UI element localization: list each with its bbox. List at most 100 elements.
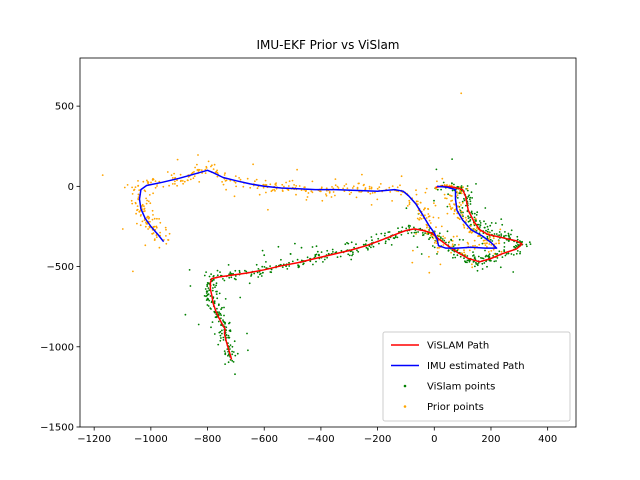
x-tick-label: −1200: [77, 434, 111, 445]
scatter-point: [498, 240, 500, 242]
scatter-point: [444, 237, 446, 239]
scatter-point: [389, 191, 392, 193]
scatter-point: [498, 234, 500, 237]
scatter-point: [516, 235, 519, 238]
scatter-point: [233, 195, 236, 198]
scatter-point: [475, 183, 477, 185]
scatter-point: [418, 212, 420, 215]
scatter-point: [146, 179, 148, 182]
scatter-point: [273, 188, 275, 191]
scatter-point: [471, 197, 473, 199]
scatter-point: [513, 245, 515, 248]
scatter-point: [456, 197, 459, 199]
scatter-point: [288, 180, 291, 183]
scatter-point: [281, 183, 284, 186]
scatter-point: [396, 186, 399, 189]
scatter-point: [207, 282, 210, 285]
scatter-point: [466, 189, 469, 192]
scatter-point: [145, 197, 148, 200]
scatter-point: [361, 173, 363, 176]
scatter-point: [249, 186, 252, 189]
scatter-point: [173, 172, 176, 175]
scatter-point: [197, 154, 199, 156]
scatter-point: [463, 199, 466, 202]
scatter-point: [146, 199, 149, 202]
scatter-point: [347, 242, 350, 245]
scatter-point: [484, 223, 487, 225]
scatter-point: [295, 193, 297, 196]
scatter-point: [207, 287, 210, 289]
plot-area: [79, 57, 577, 428]
scatter-point: [205, 299, 208, 301]
scatter-point: [465, 219, 468, 221]
scatter-point: [466, 241, 469, 244]
scatter-point: [218, 311, 221, 314]
scatter-point: [346, 241, 348, 244]
scatter-point: [357, 182, 360, 185]
scatter-point: [407, 232, 409, 235]
scatter-point: [222, 339, 225, 341]
scatter-point: [469, 225, 472, 228]
scatter-point: [208, 289, 211, 292]
scatter-point: [419, 201, 422, 204]
scatter-point: [339, 255, 342, 258]
scatter-point: [121, 228, 124, 230]
scatter-point: [246, 332, 248, 335]
chart-title: IMU-EKF Prior vs ViSlam: [257, 38, 400, 52]
scatter-point: [131, 186, 134, 189]
scatter-point: [374, 191, 376, 194]
scatter-point: [394, 235, 397, 237]
scatter-point: [495, 242, 497, 245]
scatter-point: [352, 253, 354, 256]
scatter-point: [372, 245, 375, 248]
scatter-point: [227, 361, 230, 364]
scatter-point: [336, 256, 339, 258]
scatter-point: [442, 181, 445, 184]
scatter-point: [212, 275, 215, 277]
scatter-point: [165, 235, 167, 237]
scatter-point: [471, 212, 474, 215]
y-tick-label: −500: [47, 262, 74, 273]
scatter-point: [221, 329, 223, 332]
scatter-point: [193, 171, 195, 173]
scatter-point: [215, 316, 218, 319]
scatter-point: [143, 189, 146, 192]
scatter-point: [500, 233, 503, 236]
scatter-point: [134, 202, 137, 205]
scatter-point: [198, 181, 201, 183]
scatter-point: [159, 231, 162, 234]
scatter-point: [428, 271, 431, 274]
scatter-point: [158, 218, 161, 220]
scatter-point: [481, 262, 484, 265]
scatter-point: [436, 180, 438, 183]
scatter-point: [446, 205, 449, 208]
scatter-point: [211, 321, 214, 323]
scatter-point: [228, 322, 230, 325]
scatter-point: [420, 253, 423, 255]
scatter-point: [145, 202, 148, 205]
scatter-point: [476, 211, 479, 214]
scatter-point: [171, 177, 174, 179]
scatter-point: [512, 271, 515, 273]
scatter-point: [493, 253, 496, 255]
scatter-point: [191, 171, 194, 174]
scatter-point: [458, 218, 461, 221]
scatter-point: [260, 275, 263, 277]
scatter-point: [350, 258, 353, 261]
scatter-point: [136, 208, 139, 211]
scatter-point: [285, 265, 287, 268]
scatter-point: [231, 350, 234, 353]
scatter-point: [234, 354, 237, 357]
scatter-point: [494, 222, 497, 225]
scatter-point: [248, 282, 251, 285]
scatter-point: [222, 320, 225, 323]
scatter-point: [467, 195, 470, 198]
scatter-point: [366, 247, 369, 250]
scatter-point: [416, 246, 419, 249]
scatter-point: [458, 201, 461, 204]
scatter-point: [300, 259, 303, 262]
scatter-point: [295, 185, 298, 187]
scatter-point: [151, 232, 154, 235]
scatter-point: [137, 198, 140, 200]
scatter-point: [491, 229, 493, 232]
